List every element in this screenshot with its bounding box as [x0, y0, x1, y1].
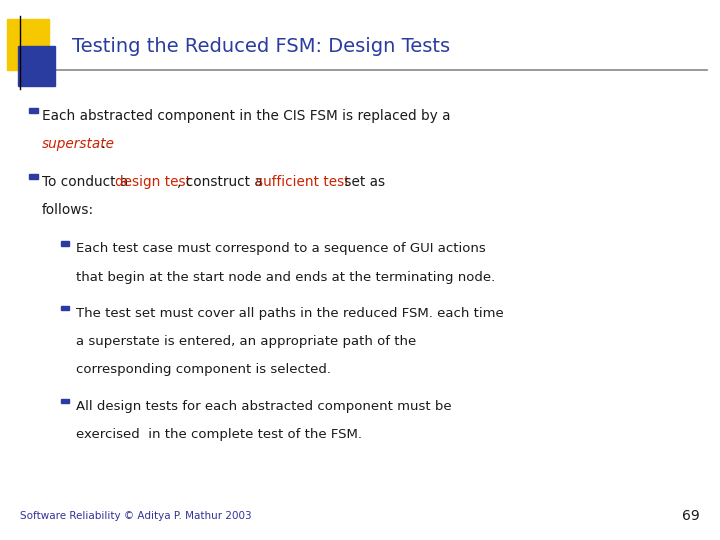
Bar	[7, 19, 49, 70]
Text: Software Reliability © Aditya P. Mathur 2003: Software Reliability © Aditya P. Mathur …	[20, 511, 252, 521]
Text: set as: set as	[341, 175, 385, 189]
Text: Each abstracted component in the CIS FSM is replaced by a: Each abstracted component in the CIS FSM…	[42, 109, 450, 123]
Text: Each test case must correspond to a sequence of GUI actions: Each test case must correspond to a sequ…	[76, 242, 485, 255]
Bar	[61, 399, 69, 403]
Text: design test: design test	[115, 175, 191, 189]
Text: exercised  in the complete test of the FSM.: exercised in the complete test of the FS…	[76, 428, 361, 441]
Text: 69: 69	[682, 509, 700, 523]
Text: superstate: superstate	[42, 137, 114, 151]
Text: The test set must cover all paths in the reduced FSM. each time: The test set must cover all paths in the…	[76, 307, 503, 320]
Text: All design tests for each abstracted component must be: All design tests for each abstracted com…	[76, 400, 451, 413]
Text: follows:: follows:	[42, 203, 94, 217]
Bar	[18, 46, 55, 86]
Bar	[61, 306, 69, 310]
Text: Testing the Reduced FSM: Design Tests: Testing the Reduced FSM: Design Tests	[72, 37, 450, 57]
Text: .: .	[101, 137, 105, 151]
Bar	[29, 108, 38, 113]
Text: that begin at the start node and ends at the terminating node.: that begin at the start node and ends at…	[76, 271, 495, 284]
Text: corresponding component is selected.: corresponding component is selected.	[76, 363, 330, 376]
Text: a superstate is entered, an appropriate path of the: a superstate is entered, an appropriate …	[76, 335, 416, 348]
Bar	[61, 241, 69, 246]
Text: sufficient test: sufficient test	[256, 175, 349, 189]
Bar	[29, 174, 38, 179]
Text: , construct a: , construct a	[177, 175, 267, 189]
Text: To conduct a: To conduct a	[42, 175, 132, 189]
